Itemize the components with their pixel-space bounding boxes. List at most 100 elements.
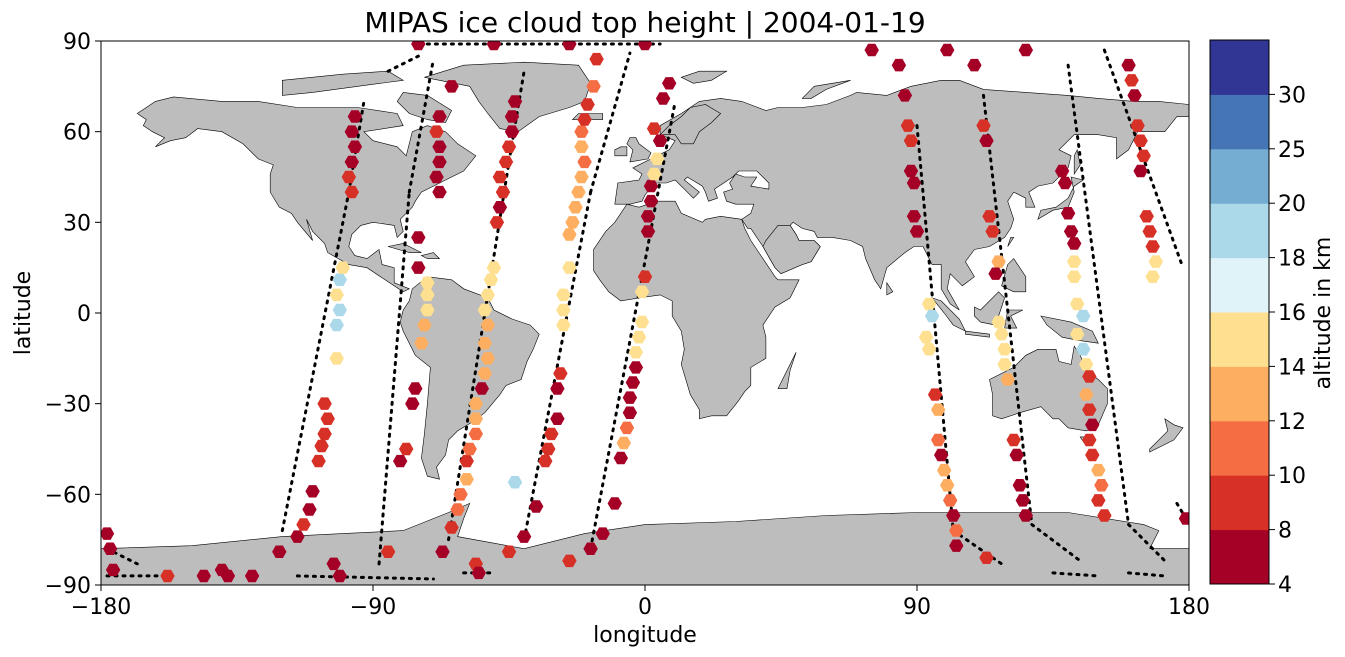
cloud-point-96 <box>562 261 577 274</box>
cloud-point-66 <box>480 318 495 332</box>
cloud-point-190 <box>1076 343 1091 356</box>
y-axis-ticks: −90 −60 −30 0 30 60 90 <box>45 30 101 599</box>
cloud-point-58 <box>462 442 477 456</box>
colorbar-tick-label: 14 <box>1278 355 1306 380</box>
cloud-point-1 <box>102 542 118 555</box>
colorbar: 4 8 10 12 14 16 18 20 25 30 <box>1209 39 1306 598</box>
cloud-point-55 <box>453 488 468 501</box>
x-tick-label: 0 <box>638 595 652 620</box>
cloud-point-62 <box>474 382 489 395</box>
cloud-point-7 <box>244 569 260 583</box>
landmass-australia <box>989 345 1108 432</box>
landmass-antarctica <box>101 502 1189 585</box>
cloud-point-63 <box>477 367 492 380</box>
cloud-point-121 <box>628 346 644 359</box>
cloud-point-60 <box>468 412 483 425</box>
map-area <box>100 40 1190 586</box>
cloud-point-201 <box>1097 509 1112 522</box>
cloud-point-178 <box>979 551 994 564</box>
cloud-point-192 <box>1082 370 1097 383</box>
cloud-point-82 <box>471 566 486 580</box>
colorbar-segment <box>1210 203 1269 259</box>
colorbar-segment <box>1210 40 1269 95</box>
orbit-track-13 <box>589 51 632 194</box>
orbit-track-5 <box>377 190 411 566</box>
landmass-sakhalin <box>1073 148 1081 175</box>
cloud-point-57 <box>459 454 474 468</box>
cloud-point-182 <box>1060 207 1076 220</box>
cloud-point-191 <box>1079 358 1094 371</box>
colorbar-tick-label: 12 <box>1278 410 1306 435</box>
colorbar-tick-label: 10 <box>1278 464 1306 489</box>
cloud-point-123 <box>634 315 650 329</box>
colorbar-tick-label: 30 <box>1278 83 1306 108</box>
cloud-point-21 <box>329 288 344 302</box>
cloud-point-65 <box>477 337 492 350</box>
cloud-point-20 <box>332 303 347 317</box>
colorbar-tick-label: 4 <box>1278 573 1292 598</box>
cloud-point-85 <box>516 530 532 543</box>
cloud-point-9 <box>290 530 305 543</box>
cloud-point-23 <box>335 261 350 274</box>
cloud-point-127 <box>640 210 656 223</box>
cloud-point-28 <box>344 125 359 138</box>
cloud-point-98 <box>565 216 580 229</box>
cloud-point-53 <box>444 521 459 534</box>
cloud-point-129 <box>643 179 659 193</box>
orbit-track-6 <box>407 57 435 194</box>
cloud-point-164 <box>982 210 997 223</box>
cloud-point-205 <box>1130 119 1145 132</box>
cloud-point-95 <box>556 288 571 302</box>
cloud-point-3 <box>160 569 175 583</box>
colorbar-tick-label: 18 <box>1278 247 1306 272</box>
cloud-point-74 <box>492 170 508 184</box>
cloud-point-87 <box>538 454 553 468</box>
cloud-point-197 <box>1085 448 1100 462</box>
y-tick-label: 30 <box>63 211 91 236</box>
cloud-point-213 <box>1145 270 1160 283</box>
orbit-track-20 <box>1127 523 1167 563</box>
cloud-point-70 <box>486 261 502 274</box>
cloud-point-78 <box>504 110 520 123</box>
cloud-point-136 <box>637 41 653 51</box>
cloud-point-184 <box>1067 237 1082 250</box>
cloud-point-170 <box>997 343 1012 356</box>
cloud-point-135 <box>662 77 677 90</box>
cloud-point-173 <box>1006 433 1021 447</box>
cloud-point-67 <box>477 303 492 317</box>
landmass-madagascar <box>777 352 797 389</box>
cloud-point-90 <box>550 412 565 425</box>
cloud-point-113 <box>607 497 622 510</box>
cloud-point-105 <box>577 113 592 126</box>
cloud-point-59 <box>468 427 483 441</box>
orbit-track-12 <box>522 190 593 542</box>
cloud-point-37 <box>414 337 429 350</box>
cloud-point-147 <box>924 309 940 323</box>
cloud-point-180 <box>1054 164 1070 178</box>
cloud-point-138 <box>891 58 907 72</box>
cloud-point-47 <box>432 140 447 153</box>
colorbar-tick-label: 8 <box>1278 519 1292 544</box>
landmass-arabia-peninsula-fix <box>762 225 821 275</box>
cloud-point-120 <box>628 361 644 374</box>
cloud-point-107 <box>586 80 601 93</box>
cloud-point-11 <box>302 503 317 516</box>
landmass-philippines <box>1001 258 1027 293</box>
landmass-new-guinea <box>1040 315 1099 344</box>
cloud-point-68 <box>480 288 495 302</box>
cloud-point-200 <box>1091 494 1106 507</box>
colorbar-segment <box>1210 366 1269 422</box>
cloud-point-93 <box>556 318 571 332</box>
cloud-point-92 <box>553 367 568 380</box>
cloud-point-206 <box>1133 134 1148 147</box>
cloud-point-141 <box>903 134 919 147</box>
x-axis-ticks: −180 −90 0 90 180 <box>71 585 1210 620</box>
landmass-ireland <box>614 146 628 157</box>
cloud-point-45 <box>429 170 444 184</box>
cloud-point-195 <box>1085 418 1100 432</box>
cloud-point-128 <box>643 194 659 208</box>
cloud-point-17 <box>317 397 332 410</box>
cloud-point-61 <box>468 397 483 410</box>
cloud-point-157 <box>946 509 961 522</box>
